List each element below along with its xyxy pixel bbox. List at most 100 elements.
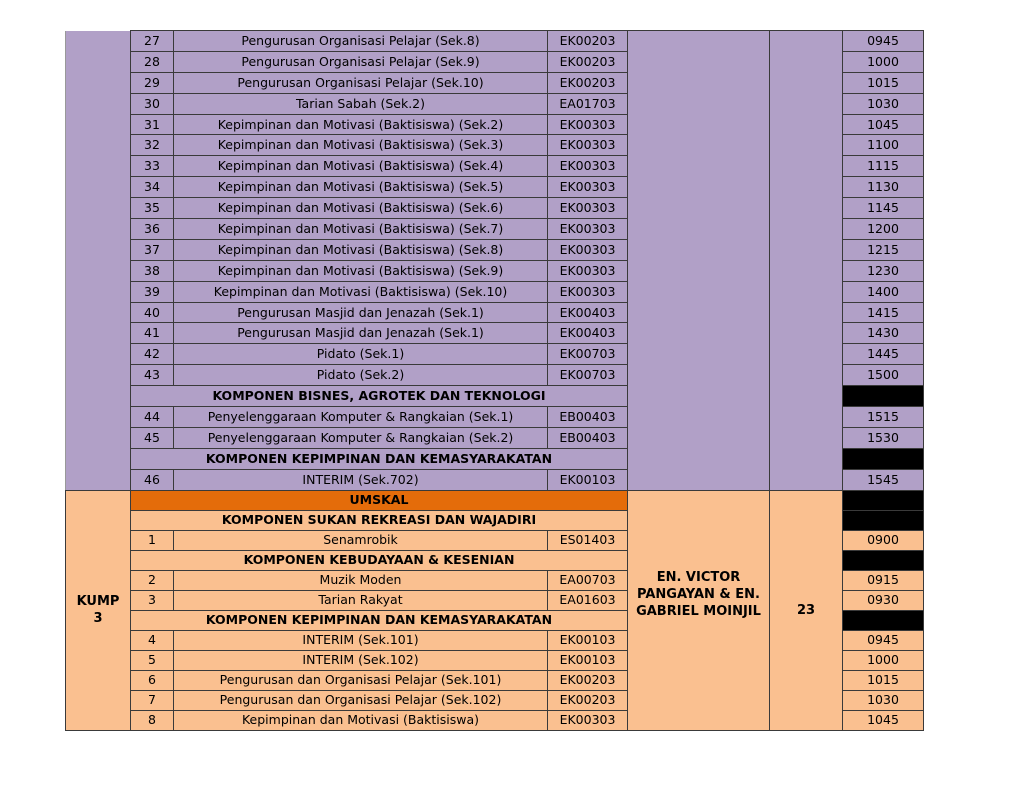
time-cell-blocked <box>842 489 924 511</box>
time-cell: 1000 <box>842 649 924 671</box>
course-code: EK00303 <box>547 259 628 282</box>
section-header-row: KOMPONEN KEPIMPINAN DAN KEMASYARAKATAN <box>66 447 924 470</box>
course-code: EK00403 <box>547 322 628 345</box>
course-code: EK00303 <box>547 709 628 731</box>
component-header: KOMPONEN KEBUDAYAAN & KESENIAN <box>130 549 628 571</box>
row-number: 35 <box>130 197 174 220</box>
course-name: Kepimpinan dan Motivasi (Baktisiswa) (Se… <box>173 218 548 240</box>
time-cell: 1545 <box>842 468 924 491</box>
table-row: 43 Pidato (Sek.2) EK00703 1500 <box>66 364 924 387</box>
row-number: 42 <box>130 343 174 366</box>
row-number: 43 <box>130 364 174 387</box>
course-code: EK00203 <box>547 30 628 52</box>
time-cell: 1145 <box>842 197 924 220</box>
table-row: 44 Penyelenggaraan Komputer & Rangkaian (… <box>66 406 924 428</box>
course-code: EK00303 <box>547 218 628 240</box>
table-row: 7 Pengurusan dan Organisasi Pelajar (Sek.… <box>66 689 924 711</box>
time-cell: 1045 <box>842 113 924 136</box>
row-number: 33 <box>130 155 174 178</box>
table-row: 42 Pidato (Sek.1) EK00703 1445 <box>66 343 924 366</box>
course-name: Kepimpinan dan Motivasi (Baktisiswa) (Se… <box>173 280 548 303</box>
time-cell: 1100 <box>842 134 924 157</box>
course-name: Pengurusan Organisasi Pelajar (Sek.9) <box>173 50 548 73</box>
time-cell: 1045 <box>842 709 924 731</box>
row-number: 5 <box>130 649 174 671</box>
time-cell-blocked <box>842 609 924 631</box>
row-number: 3 <box>130 589 174 611</box>
row-number: 46 <box>130 468 174 491</box>
course-code: EK00303 <box>547 238 628 261</box>
table-row: 39 Kepimpinan dan Motivasi (Baktisiswa) (… <box>66 280 924 303</box>
time-cell: 0945 <box>842 30 924 52</box>
course-code: EK00203 <box>547 71 628 94</box>
course-code: EA01603 <box>547 589 628 611</box>
course-name: Kepimpinan dan Motivasi (Baktisiswa) (Se… <box>173 238 548 261</box>
component-header: UMSKAL <box>130 489 628 511</box>
table-row: 28 Pengurusan Organisasi Pelajar (Sek.9) E… <box>66 50 924 73</box>
table-row: 6 Pengurusan dan Organisasi Pelajar (Sek.… <box>66 669 924 691</box>
row-number: 38 <box>130 259 174 282</box>
time-cell-blocked <box>842 447 924 470</box>
table-row: 4 INTERIM (Sek.101) EK00103 0945 <box>66 629 924 651</box>
row-number: 4 <box>130 629 174 651</box>
section-kump-3: KUMP 3 UMSKAL EN. VICTOR PANGAYAN & EN. GA… <box>65 489 924 731</box>
row-number: 40 <box>130 301 174 324</box>
table-row: 2 Muzik Moden EA00703 0915 <box>66 569 924 591</box>
row-number: 37 <box>130 238 174 261</box>
time-cell: 1200 <box>842 218 924 240</box>
section-header-row: KOMPONEN SUKAN REKREASI DAN WAJADIRI <box>66 509 924 531</box>
time-cell: 1230 <box>842 259 924 282</box>
course-name: Senamrobik <box>173 529 548 551</box>
course-name: Kepimpinan dan Motivasi (Baktisiswa) (Se… <box>173 155 548 178</box>
course-code: EB00403 <box>547 426 628 449</box>
row-number: 31 <box>130 113 174 136</box>
row-number: 34 <box>130 176 174 199</box>
time-cell: 1500 <box>842 364 924 387</box>
time-cell: 1515 <box>842 406 924 428</box>
time-cell: 0930 <box>842 589 924 611</box>
time-cell: 1015 <box>842 669 924 691</box>
course-code: EB00403 <box>547 406 628 428</box>
section-header-row: KUMP 3 UMSKAL EN. VICTOR PANGAYAN & EN. GA… <box>65 489 924 731</box>
table-row: 29 Pengurusan Organisasi Pelajar (Sek.10)… <box>66 71 924 94</box>
group-cell <box>65 30 131 491</box>
time-cell: 1030 <box>842 92 924 115</box>
course-code: EK00703 <box>547 364 628 387</box>
time-cell: 1215 <box>842 238 924 261</box>
course-name: INTERIM (Sek.702) <box>173 468 548 491</box>
lecturer-cell <box>627 30 770 491</box>
course-name: Penyelenggaraan Komputer & Rangkaian (Se… <box>173 426 548 449</box>
course-code: EK00103 <box>547 468 628 491</box>
row-number: 6 <box>130 669 174 691</box>
course-code: EK00203 <box>547 669 628 691</box>
row-number: 36 <box>130 218 174 240</box>
course-name: Muzik Moden <box>173 569 548 591</box>
time-cell: 0915 <box>842 569 924 591</box>
course-code: EK00203 <box>547 689 628 711</box>
section-header-row: KOMPONEN KEBUDAYAAN & KESENIAN <box>66 549 924 571</box>
course-code: EK00303 <box>547 134 628 157</box>
time-cell: 1530 <box>842 426 924 449</box>
course-name: Pengurusan dan Organisasi Pelajar (Sek.1… <box>173 669 548 691</box>
course-code: ES01403 <box>547 529 628 551</box>
table-row: 31 Kepimpinan dan Motivasi (Baktisiswa) (… <box>66 113 924 136</box>
course-code: EK00303 <box>547 176 628 199</box>
course-name: Kepimpinan dan Motivasi (Baktisiswa) (Se… <box>173 176 548 199</box>
time-cell: 1030 <box>842 689 924 711</box>
table-row: 40 Pengurusan Masjid dan Jenazah (Sek.1) E… <box>66 301 924 324</box>
table-row: 37 Kepimpinan dan Motivasi (Baktisiswa) (… <box>66 238 924 261</box>
student-count: 23 <box>769 489 843 731</box>
row-number: 2 <box>130 569 174 591</box>
course-code: EK00303 <box>547 113 628 136</box>
course-name: Pengurusan Organisasi Pelajar (Sek.10) <box>173 71 548 94</box>
row-number: 39 <box>130 280 174 303</box>
course-code: EK00703 <box>547 343 628 366</box>
lecturer-cell: EN. VICTOR PANGAYAN & EN. GABRIEL MOINJI… <box>627 489 770 731</box>
time-cell: 1130 <box>842 176 924 199</box>
course-name: Tarian Sabah (Sek.2) <box>173 92 548 115</box>
table-row: 30 Tarian Sabah (Sek.2) EA01703 1030 <box>66 92 924 115</box>
time-cell: 1115 <box>842 155 924 178</box>
time-cell-blocked <box>842 509 924 531</box>
table-row: 33 Kepimpinan dan Motivasi (Baktisiswa) (… <box>66 155 924 178</box>
student-count <box>769 30 843 491</box>
